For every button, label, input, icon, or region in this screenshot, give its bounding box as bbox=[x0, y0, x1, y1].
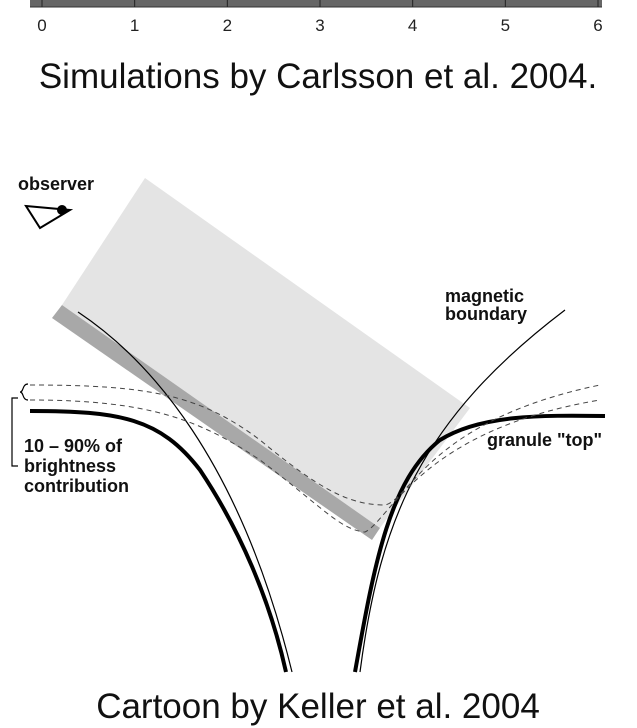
scale-tick-label: 6 bbox=[593, 16, 602, 35]
scale-tick-label: 0 bbox=[37, 16, 46, 35]
dashed-upper bbox=[29, 384, 601, 506]
slab-shadow bbox=[52, 305, 380, 540]
field-right bbox=[359, 309, 566, 673]
scale-tick-label: 5 bbox=[501, 16, 510, 35]
eye-icon bbox=[24, 204, 74, 230]
bracket bbox=[11, 397, 18, 467]
curves bbox=[11, 309, 606, 673]
scale-tick-label: 4 bbox=[408, 16, 417, 35]
granule-left bbox=[29, 409, 288, 673]
field-left bbox=[77, 311, 293, 673]
brightness-label: 10 – 90% of bbox=[24, 436, 123, 456]
top-caption: Simulations by Carlsson et al. 2004. bbox=[39, 57, 597, 96]
scale-tick-label: 2 bbox=[223, 16, 232, 35]
brace bbox=[19, 383, 29, 401]
dashed-lower bbox=[29, 399, 601, 533]
magnetic-label: magnetic bbox=[445, 286, 524, 306]
brightness-label: brightness bbox=[24, 456, 116, 476]
brightness-label: contribution bbox=[24, 476, 129, 496]
granule-right bbox=[353, 413, 606, 673]
color-bar bbox=[30, 0, 602, 7]
magnetic-label: boundary bbox=[445, 304, 527, 324]
granule-label: granule "top" bbox=[487, 430, 602, 450]
scale-tick-label: 3 bbox=[315, 16, 324, 35]
observed-slab bbox=[62, 178, 470, 528]
scale-tick-label: 1 bbox=[130, 16, 139, 35]
bottom-caption: Cartoon by Keller et al. 2004 bbox=[96, 687, 540, 726]
observer-label: observer bbox=[18, 174, 94, 194]
